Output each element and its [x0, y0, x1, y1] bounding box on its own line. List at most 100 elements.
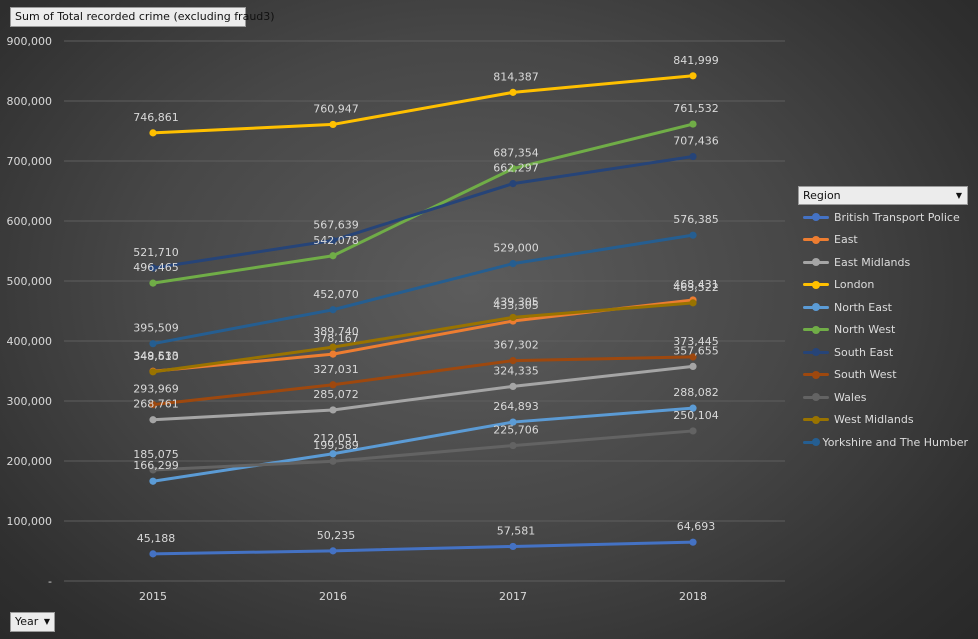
data-label: 687,354 [493, 147, 539, 160]
legend-item[interactable]: London [798, 274, 968, 297]
data-label: 452,070 [313, 288, 359, 301]
legend-swatch [803, 348, 829, 357]
data-point [509, 542, 517, 551]
data-point [689, 152, 697, 161]
series-south-west [149, 353, 697, 409]
legend: Region ▼ British Transport Police East Eas… [798, 186, 968, 454]
legend-item[interactable]: West Midlands [798, 409, 968, 432]
data-label: 760,947 [313, 102, 359, 115]
legend-item[interactable]: British Transport Police [798, 206, 968, 229]
series-north-east [149, 404, 697, 485]
legend-item[interactable]: Wales [798, 386, 968, 409]
series-line [151, 364, 695, 422]
legend-item[interactable]: South East [798, 341, 968, 364]
data-point [689, 404, 697, 412]
legend-item-label: West Midlands [834, 413, 914, 427]
data-point [689, 538, 697, 546]
region-field-label: Region [803, 189, 841, 202]
data-point [689, 427, 697, 435]
data-point [329, 252, 337, 260]
data-point [689, 299, 697, 307]
data-point [329, 406, 337, 414]
legend-item[interactable]: North East [798, 296, 968, 319]
x-axis-ticks: 2015 2016 2017 2018 [139, 590, 707, 603]
legend-item-label: London [834, 278, 875, 292]
data-label: 468,431 [673, 278, 719, 291]
x-tick-label: 2017 [499, 590, 527, 603]
series-line [151, 74, 695, 135]
series-london [149, 72, 697, 137]
data-point [509, 357, 517, 365]
series-north-west [149, 120, 697, 287]
data-label: 439,305 [493, 295, 539, 308]
data-point [329, 450, 337, 458]
legend-item-label: South West [834, 368, 897, 382]
data-label: 327,031 [313, 363, 359, 376]
data-label: 199,589 [313, 439, 359, 452]
data-label: 45,188 [137, 532, 176, 545]
data-point [149, 401, 157, 409]
legend-item-label: British Transport Police [834, 210, 960, 224]
legend-swatch [803, 235, 829, 244]
data-label: 463,522 [673, 281, 719, 294]
legend-item-label: South East [834, 345, 894, 359]
region-dropdown-icon: ▼ [955, 191, 962, 200]
data-label: 395,509 [133, 322, 179, 335]
data-point [149, 279, 157, 287]
legend-item[interactable]: East Midlands [798, 251, 968, 274]
legend-item-label: North West [834, 323, 896, 337]
data-point [509, 313, 517, 322]
legend-swatch [803, 213, 829, 222]
data-point [149, 340, 157, 348]
legend-item[interactable]: East [798, 229, 968, 252]
region-legend-field-button[interactable]: Region ▼ [798, 186, 968, 205]
data-label: 367,302 [493, 339, 539, 352]
data-point [689, 120, 697, 128]
data-point [149, 477, 157, 485]
data-point [689, 353, 697, 361]
x-tick-label: 2015 [139, 590, 167, 603]
legend-item[interactable]: Yorkshire and The Humber [798, 431, 968, 454]
data-point [329, 350, 337, 358]
legend-swatch [803, 415, 829, 424]
data-label: 285,072 [313, 388, 359, 401]
series-lines [149, 72, 697, 558]
data-label: 378,167 [313, 332, 359, 345]
data-point [149, 466, 157, 474]
data-label: 293,969 [133, 383, 179, 396]
data-label: 264,893 [493, 400, 539, 413]
series-line [151, 429, 695, 472]
data-label: 814,387 [493, 70, 539, 83]
legend-item[interactable]: South West [798, 364, 968, 387]
data-point [509, 441, 517, 450]
data-point [149, 416, 157, 424]
y-tick-label: 200,000 [7, 455, 53, 468]
data-point [149, 129, 157, 137]
data-point [329, 343, 337, 351]
data-label: 576,385 [673, 213, 719, 226]
legend-item-label: East [834, 233, 858, 247]
data-label: 841,999 [673, 54, 719, 67]
legend-item-label: East Midlands [834, 255, 911, 269]
y-tick-label: 300,000 [7, 395, 53, 408]
data-point [149, 550, 157, 558]
series-line [151, 540, 695, 556]
data-point [329, 381, 337, 389]
y-tick-label: 900,000 [7, 35, 53, 48]
data-point [329, 457, 337, 465]
data-point [509, 418, 517, 426]
value-field-button[interactable]: Sum of Total recorded crime (excluding f… [10, 7, 275, 27]
legend-item[interactable]: North West [798, 319, 968, 342]
year-axis-field-button[interactable]: Year ▼ [10, 612, 55, 632]
data-point [329, 120, 337, 129]
data-label: 707,436 [673, 135, 719, 148]
y-axis-ticks: - 100,000 200,000 300,000 400,000 500,000 600,… [7, 35, 53, 588]
data-label: 761,532 [673, 102, 719, 115]
year-dropdown-icon: ▼ [43, 617, 50, 626]
data-label: 746,861 [133, 111, 179, 124]
legend-swatch [803, 393, 829, 402]
data-label: 64,693 [677, 520, 716, 533]
legend-swatch [803, 370, 829, 379]
data-point [149, 368, 157, 376]
